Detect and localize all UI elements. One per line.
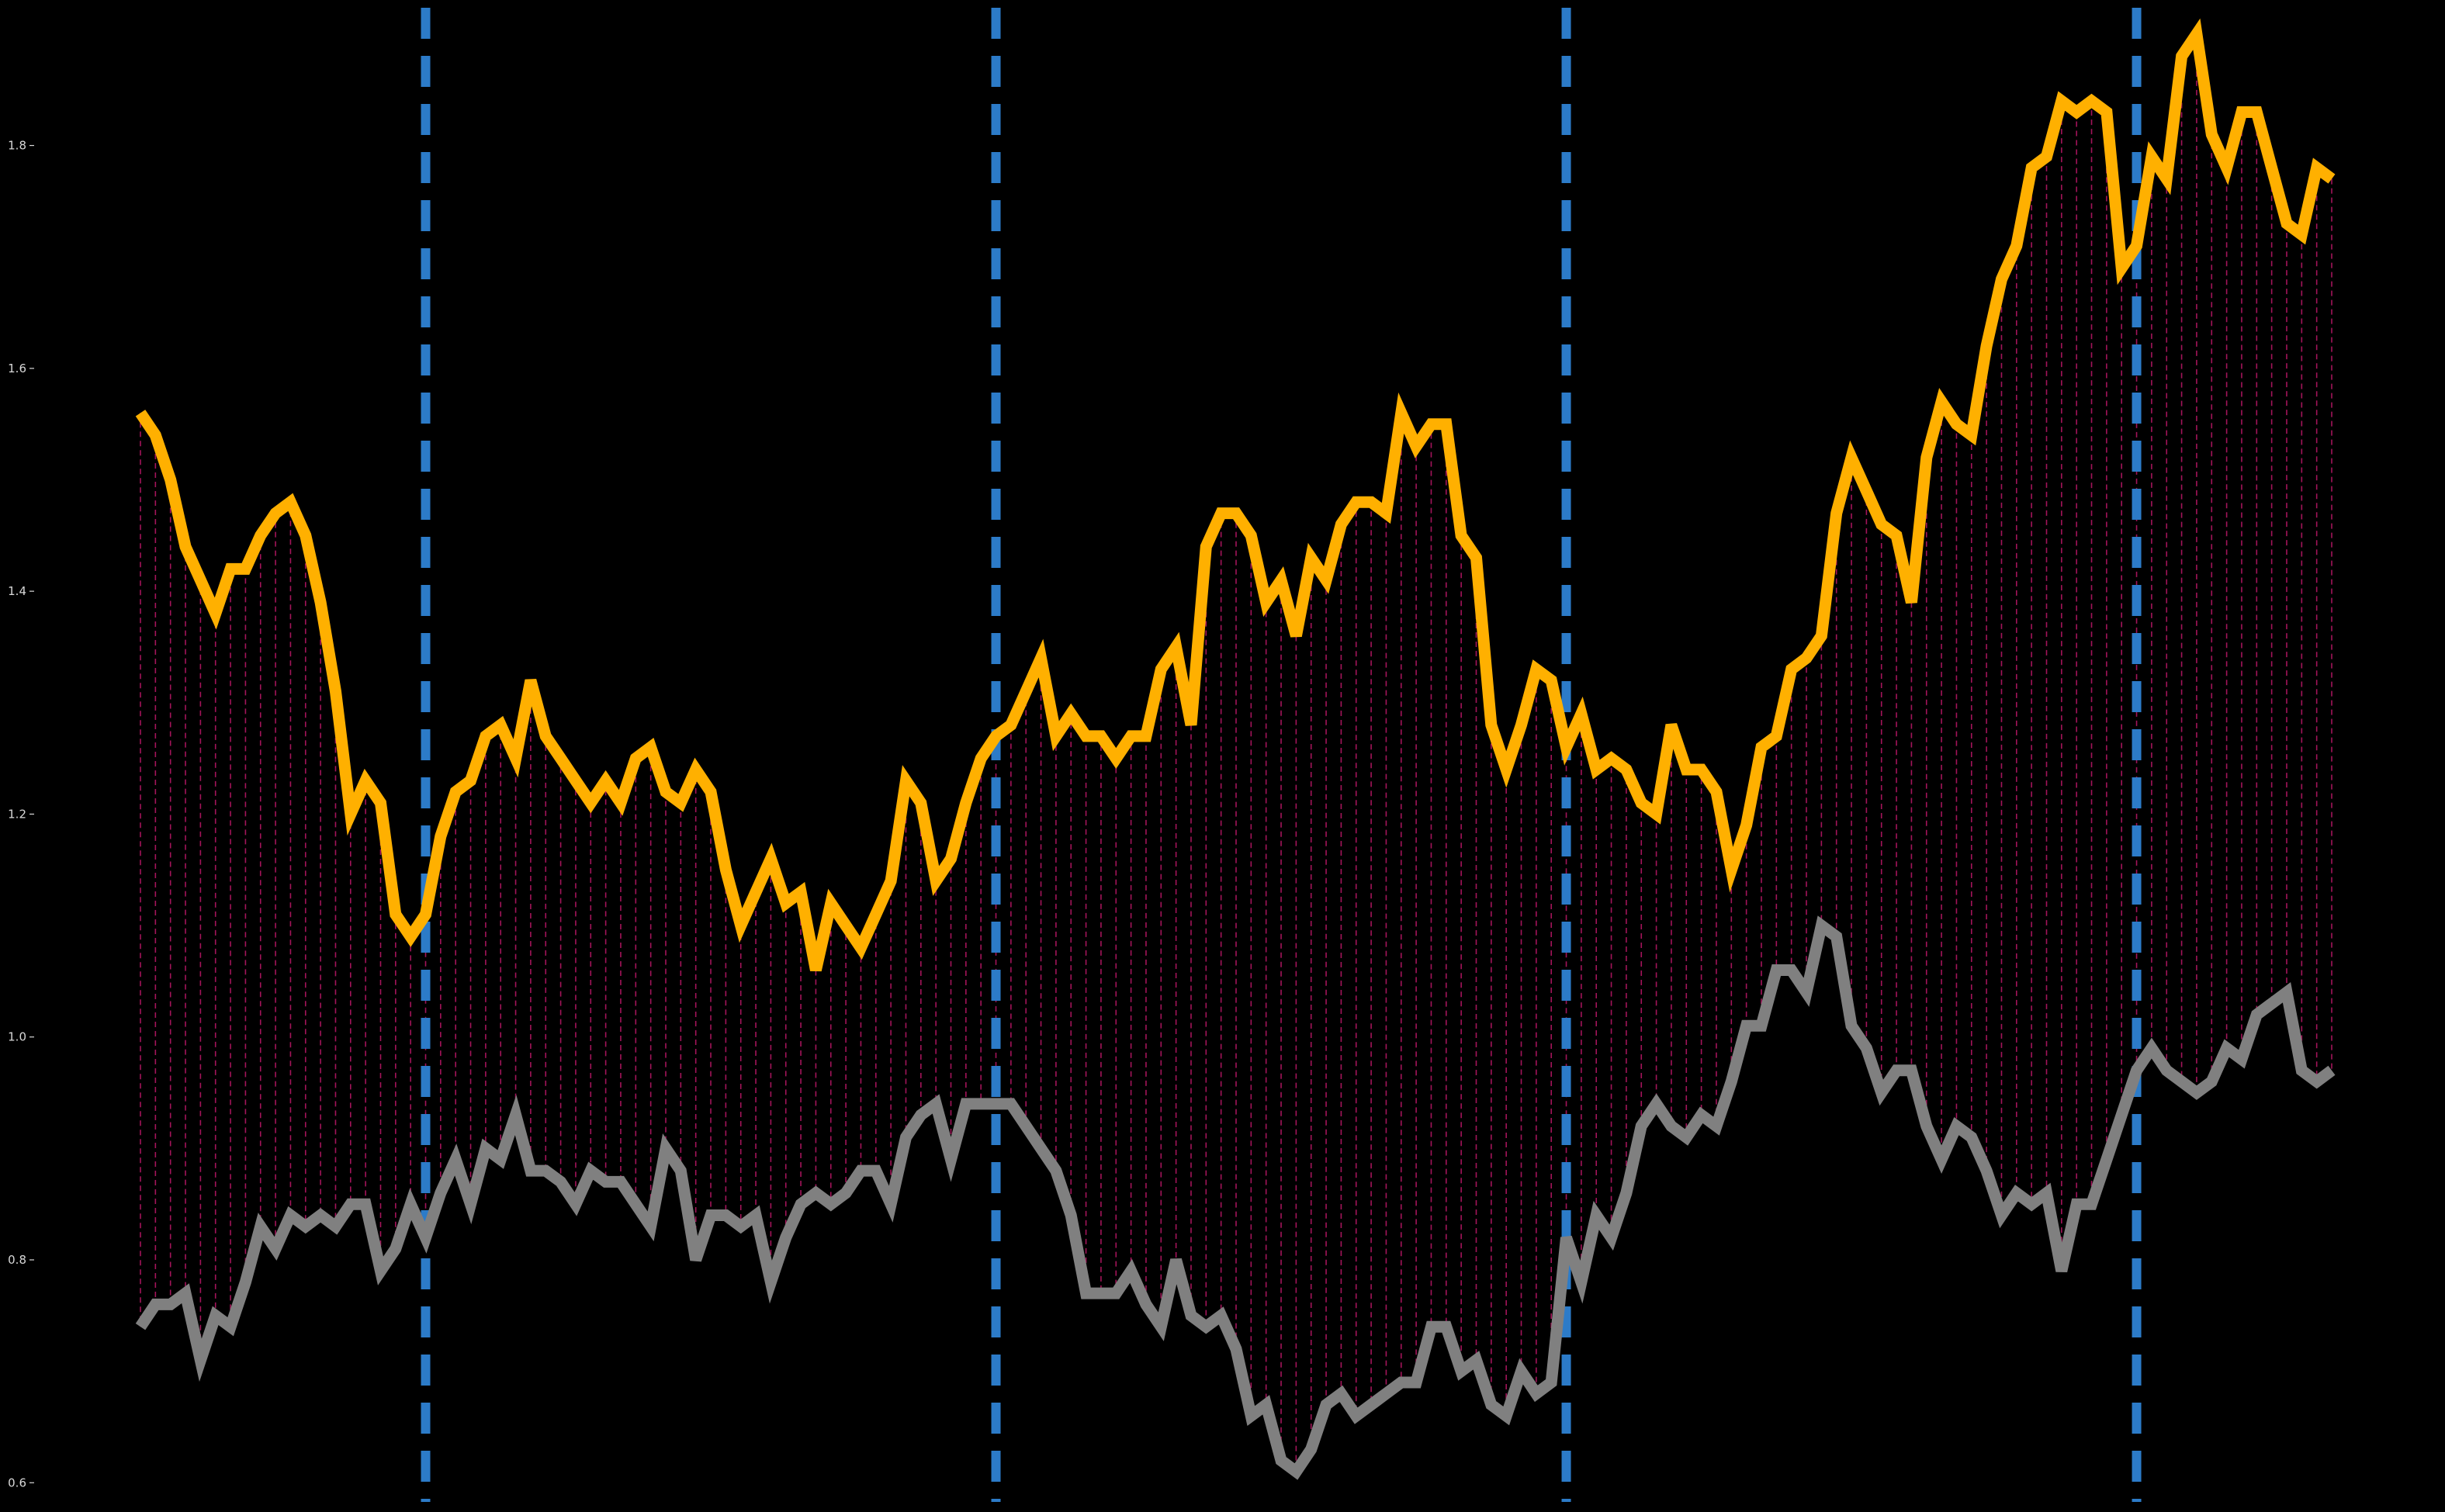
y-tick-label: 0.6	[8, 1476, 26, 1490]
y-tick-label: 0.8	[8, 1253, 26, 1267]
vertical-marker-lines	[421, 8, 2142, 1502]
y-tick-label: 1.0	[8, 1030, 26, 1044]
fill-between-hatching	[140, 33, 2332, 1472]
y-tick-label: 1.4	[8, 584, 26, 598]
series-line-gold	[135, 18, 2336, 972]
y-tick-label: 1.2	[8, 807, 26, 821]
y-tick-label: 1.8	[8, 139, 26, 153]
series-line-gray	[135, 915, 2336, 1480]
series-lines	[135, 18, 2336, 1480]
y-axis: 0.6 0.8 1.0 1.2 1.4 1.6 1.8	[8, 139, 34, 1490]
y-tick-label: 1.6	[8, 362, 26, 375]
